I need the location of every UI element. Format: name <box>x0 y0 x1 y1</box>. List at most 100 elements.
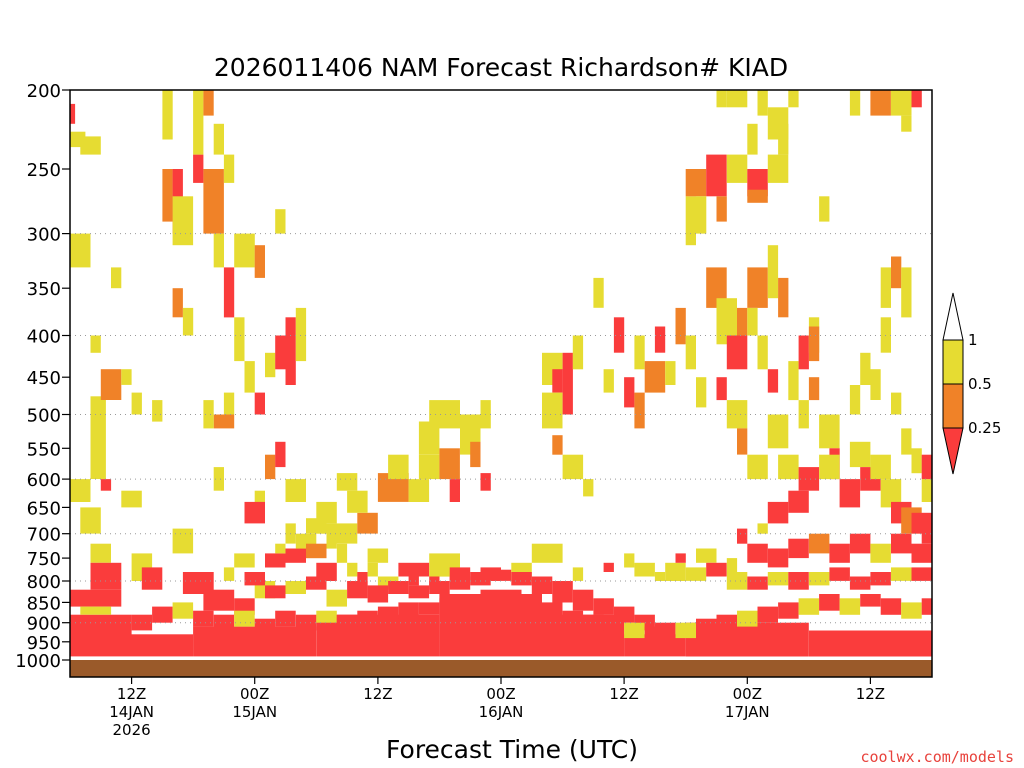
ri-cell <box>747 454 768 480</box>
ri-cell <box>696 377 707 408</box>
ri-cell <box>747 543 768 563</box>
ri-cell <box>193 154 204 183</box>
ri-cell <box>213 123 224 155</box>
ri-cell <box>870 90 891 116</box>
y-tick-label: 300 <box>27 225 61 246</box>
y-tick-label: 800 <box>27 572 61 593</box>
legend-level-label: 0.5 <box>968 375 992 393</box>
ri-cell <box>901 428 912 455</box>
ri-cell <box>624 377 635 408</box>
ri-cell <box>336 473 358 491</box>
ri-cell <box>654 326 666 353</box>
ri-cell <box>901 115 912 132</box>
ri-cell <box>501 589 522 607</box>
ri-cell <box>726 558 738 572</box>
ri-cell <box>860 594 881 607</box>
ri-cell <box>747 169 768 197</box>
ri-cell <box>234 610 255 627</box>
x-tick-label: 00Z <box>733 685 762 703</box>
ri-cell <box>223 267 235 318</box>
ri-cell <box>418 421 440 455</box>
ri-cell <box>429 581 450 594</box>
ri-cell <box>234 233 245 268</box>
ri-base-cell <box>624 634 686 657</box>
ri-cell <box>131 392 142 415</box>
ri-cell <box>275 441 286 468</box>
ri-cell <box>634 392 645 429</box>
ri-cell <box>111 267 122 289</box>
ri-cell <box>757 606 778 623</box>
ri-cell <box>377 606 399 623</box>
ri-cell <box>716 614 737 631</box>
ri-cell <box>747 307 758 336</box>
ri-cell <box>316 610 337 623</box>
ri-cell <box>880 267 891 308</box>
ri-cell <box>316 562 337 581</box>
ri-cell <box>644 626 666 642</box>
x-tick-label: 16JAN <box>479 703 524 721</box>
ri-cell <box>213 233 224 268</box>
ri-cell <box>808 377 820 401</box>
richardson-cells <box>70 90 932 657</box>
ri-cell <box>778 454 799 480</box>
ri-cell <box>819 196 830 222</box>
ri-cell <box>418 602 440 615</box>
ri-cell <box>275 209 286 234</box>
ri-cell <box>778 602 799 619</box>
ri-cell <box>429 400 460 429</box>
x-tick-label: 12Z <box>117 685 146 703</box>
ri-cell <box>593 598 614 615</box>
ri-cell <box>767 501 789 524</box>
ri-cell <box>654 572 666 581</box>
ri-cell <box>603 369 614 393</box>
ri-cell <box>265 553 286 568</box>
ri-cell <box>265 454 276 480</box>
x-tick-label: 12Z <box>363 685 392 703</box>
ri-cell <box>203 169 224 234</box>
ri-cell <box>285 581 306 594</box>
ri-cell <box>788 538 809 559</box>
ri-base-cell <box>70 634 194 657</box>
ri-cell <box>449 479 460 502</box>
ri-cell <box>306 576 327 590</box>
ri-cell <box>244 233 255 268</box>
ri-cell <box>70 479 91 502</box>
ri-cell <box>490 569 512 581</box>
ri-cell <box>726 154 748 183</box>
y-tick-label: 250 <box>27 160 61 181</box>
ri-cell <box>531 576 553 594</box>
ri-cell <box>911 567 932 581</box>
ri-cell <box>90 335 101 353</box>
ri-cell <box>870 369 881 400</box>
ri-cell <box>254 392 265 415</box>
ri-cell <box>849 576 871 590</box>
ri-cell <box>70 589 122 607</box>
ri-cell <box>460 594 481 611</box>
ri-cell <box>90 562 122 590</box>
ri-cell <box>737 528 748 544</box>
ri-cell <box>613 317 625 353</box>
ri-cell <box>418 454 440 480</box>
ri-cell <box>562 352 573 415</box>
legend-swatch-0.25-0.5 <box>942 383 964 429</box>
ri-cell <box>891 256 902 289</box>
ri-cell <box>449 576 471 590</box>
ri-cell <box>696 618 717 635</box>
ri-cell <box>798 467 820 491</box>
ri-cell <box>347 490 368 513</box>
ri-cell <box>265 585 286 599</box>
ri-cell <box>100 479 112 491</box>
ri-cell <box>891 90 912 116</box>
ri-cell <box>726 400 748 429</box>
ri-cell <box>849 441 871 468</box>
ri-cell <box>439 448 460 480</box>
ri-cell <box>347 562 358 577</box>
ri-cell <box>767 154 789 183</box>
ri-cell <box>213 414 235 429</box>
ri-cell <box>295 307 307 362</box>
ri-cell <box>819 594 840 611</box>
color-legend: 1 0.5 0.25 <box>942 292 1001 475</box>
ri-cell <box>367 562 378 577</box>
credit-link[interactable]: coolwx.com/models <box>860 748 1014 766</box>
ri-cell <box>70 103 76 124</box>
